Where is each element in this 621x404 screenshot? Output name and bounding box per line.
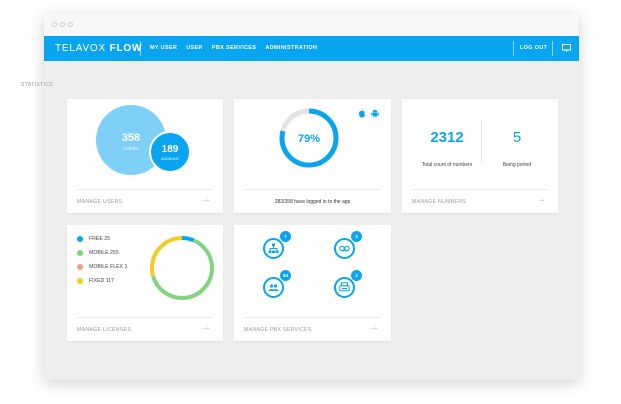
pbx-service-group[interactable]: 94 xyxy=(263,270,291,298)
window-titlebar xyxy=(44,14,579,36)
pbx-badge: 3 xyxy=(351,231,362,242)
donut-segment-1 xyxy=(150,236,214,300)
legend-item-mobile-flex: MOBILE FLEX 1 xyxy=(77,264,127,270)
legend-label: FREE 25 xyxy=(89,236,111,242)
users-card: 358 USERS 189 ADMINS MANAGE USERS → xyxy=(67,99,223,213)
app-login-footer: 282/358 have logged in to the app xyxy=(244,189,381,213)
nav-divider xyxy=(552,41,553,56)
top-navbar: TELAVOX FLOW MY USER USER PBX SERVICES A… xyxy=(44,36,579,61)
legend-item-fixed: FIXED 117 xyxy=(77,278,114,284)
numbers-total-label: Total count of numbers xyxy=(421,162,473,168)
pbx-badge: 7 xyxy=(280,231,291,242)
admins-label: ADMINS xyxy=(161,156,179,161)
window-dot-minimize[interactable] xyxy=(60,22,65,27)
legend-label: MOBILE FLEX 1 xyxy=(89,264,128,270)
app-login-percent: 79% xyxy=(297,133,321,145)
brand-logo[interactable]: TELAVOX FLOW xyxy=(55,43,142,54)
nav-divider xyxy=(140,41,141,56)
arrow-right-icon: → xyxy=(536,194,546,205)
numbers-divider xyxy=(481,119,482,163)
legend-label: FIXED 117 xyxy=(89,278,114,284)
apple-icon xyxy=(359,109,365,118)
screen-share-icon[interactable] xyxy=(562,44,571,52)
arrow-right-icon: → xyxy=(369,322,379,333)
brand-light: TELAVOX xyxy=(55,43,110,54)
manage-licenses-link[interactable]: MANAGE LICENSES → xyxy=(77,317,213,341)
legend-dot xyxy=(77,250,83,256)
group-icon xyxy=(268,284,279,291)
pbx-service-org-chart[interactable]: 7 xyxy=(263,231,291,259)
legend-item-mobile: MOBILE 255 xyxy=(77,250,119,256)
window-dot-close[interactable] xyxy=(52,22,57,27)
android-icon xyxy=(371,109,379,118)
nav-link-my-user[interactable]: MY USER xyxy=(150,45,178,51)
nav-links: MY USER USER PBX SERVICES ADMINISTRATION xyxy=(150,45,317,51)
pbx-services-card: 7 3 94 2 MANAGE PBX SERVICES → xyxy=(234,225,391,341)
window-controls[interactable] xyxy=(52,22,73,27)
licenses-donut xyxy=(150,236,214,300)
section-title-statistics: STATISTICS xyxy=(21,82,54,88)
licenses-card: FREE 25 MOBILE 255 MOBILE FLEX 1 FIXED 1… xyxy=(67,225,223,341)
pbx-service-fax[interactable]: 2 xyxy=(334,270,362,298)
manage-users-link[interactable]: MANAGE USERS → xyxy=(77,189,213,213)
pbx-badge: 94 xyxy=(280,270,291,281)
donut-segment-3 xyxy=(150,236,214,300)
numbers-ported-label: Being ported xyxy=(502,162,532,168)
pbx-service-voicemail[interactable]: 3 xyxy=(334,231,362,259)
admins-count: 189 xyxy=(161,144,179,155)
numbers-card: 2312 5 Total count of numbers Being port… xyxy=(402,99,558,213)
manage-users-label: MANAGE USERS xyxy=(77,199,123,205)
arrow-right-icon: → xyxy=(201,194,211,205)
fax-icon xyxy=(339,282,350,292)
users-count: 358 xyxy=(121,132,141,144)
manage-numbers-link[interactable]: MANAGE NUMBERS → xyxy=(412,189,548,213)
legend-dot xyxy=(77,278,83,284)
legend-dot xyxy=(77,264,83,270)
numbers-total: 2312 xyxy=(430,129,464,146)
admins-bubble: 189 ADMINS xyxy=(149,131,191,173)
logout-button[interactable]: LOG OUT xyxy=(520,45,548,51)
pbx-badge: 2 xyxy=(351,270,362,281)
manage-pbx-services-link[interactable]: MANAGE PBX SERVICES → xyxy=(244,317,381,341)
legend-dot xyxy=(77,236,83,242)
app-login-card: 79% 282/358 have logged in to the app xyxy=(234,99,391,213)
manage-numbers-label: MANAGE NUMBERS xyxy=(412,199,467,205)
numbers-ported: 5 xyxy=(512,129,522,146)
manage-pbx-services-label: MANAGE PBX SERVICES xyxy=(244,327,312,333)
nav-link-pbx-services[interactable]: PBX SERVICES xyxy=(211,45,257,51)
legend-label: MOBILE 255 xyxy=(89,250,119,256)
arrow-right-icon: → xyxy=(201,322,211,333)
app-login-caption: 282/358 have logged in to the app xyxy=(274,199,351,205)
legend-item-free: FREE 25 xyxy=(77,236,110,242)
org-chart-icon xyxy=(268,243,279,254)
app-login-ring xyxy=(279,108,339,168)
app-login-progress-arc xyxy=(279,108,339,168)
brand-bold: FLOW xyxy=(109,43,143,54)
nav-link-user[interactable]: USER xyxy=(186,45,203,51)
manage-licenses-label: MANAGE LICENSES xyxy=(77,327,132,333)
nav-divider xyxy=(513,41,514,56)
window-dot-maximize[interactable] xyxy=(68,22,73,27)
users-label: USERS xyxy=(122,146,140,151)
voicemail-icon xyxy=(339,245,350,252)
nav-link-administration[interactable]: ADMINISTRATION xyxy=(265,45,318,51)
